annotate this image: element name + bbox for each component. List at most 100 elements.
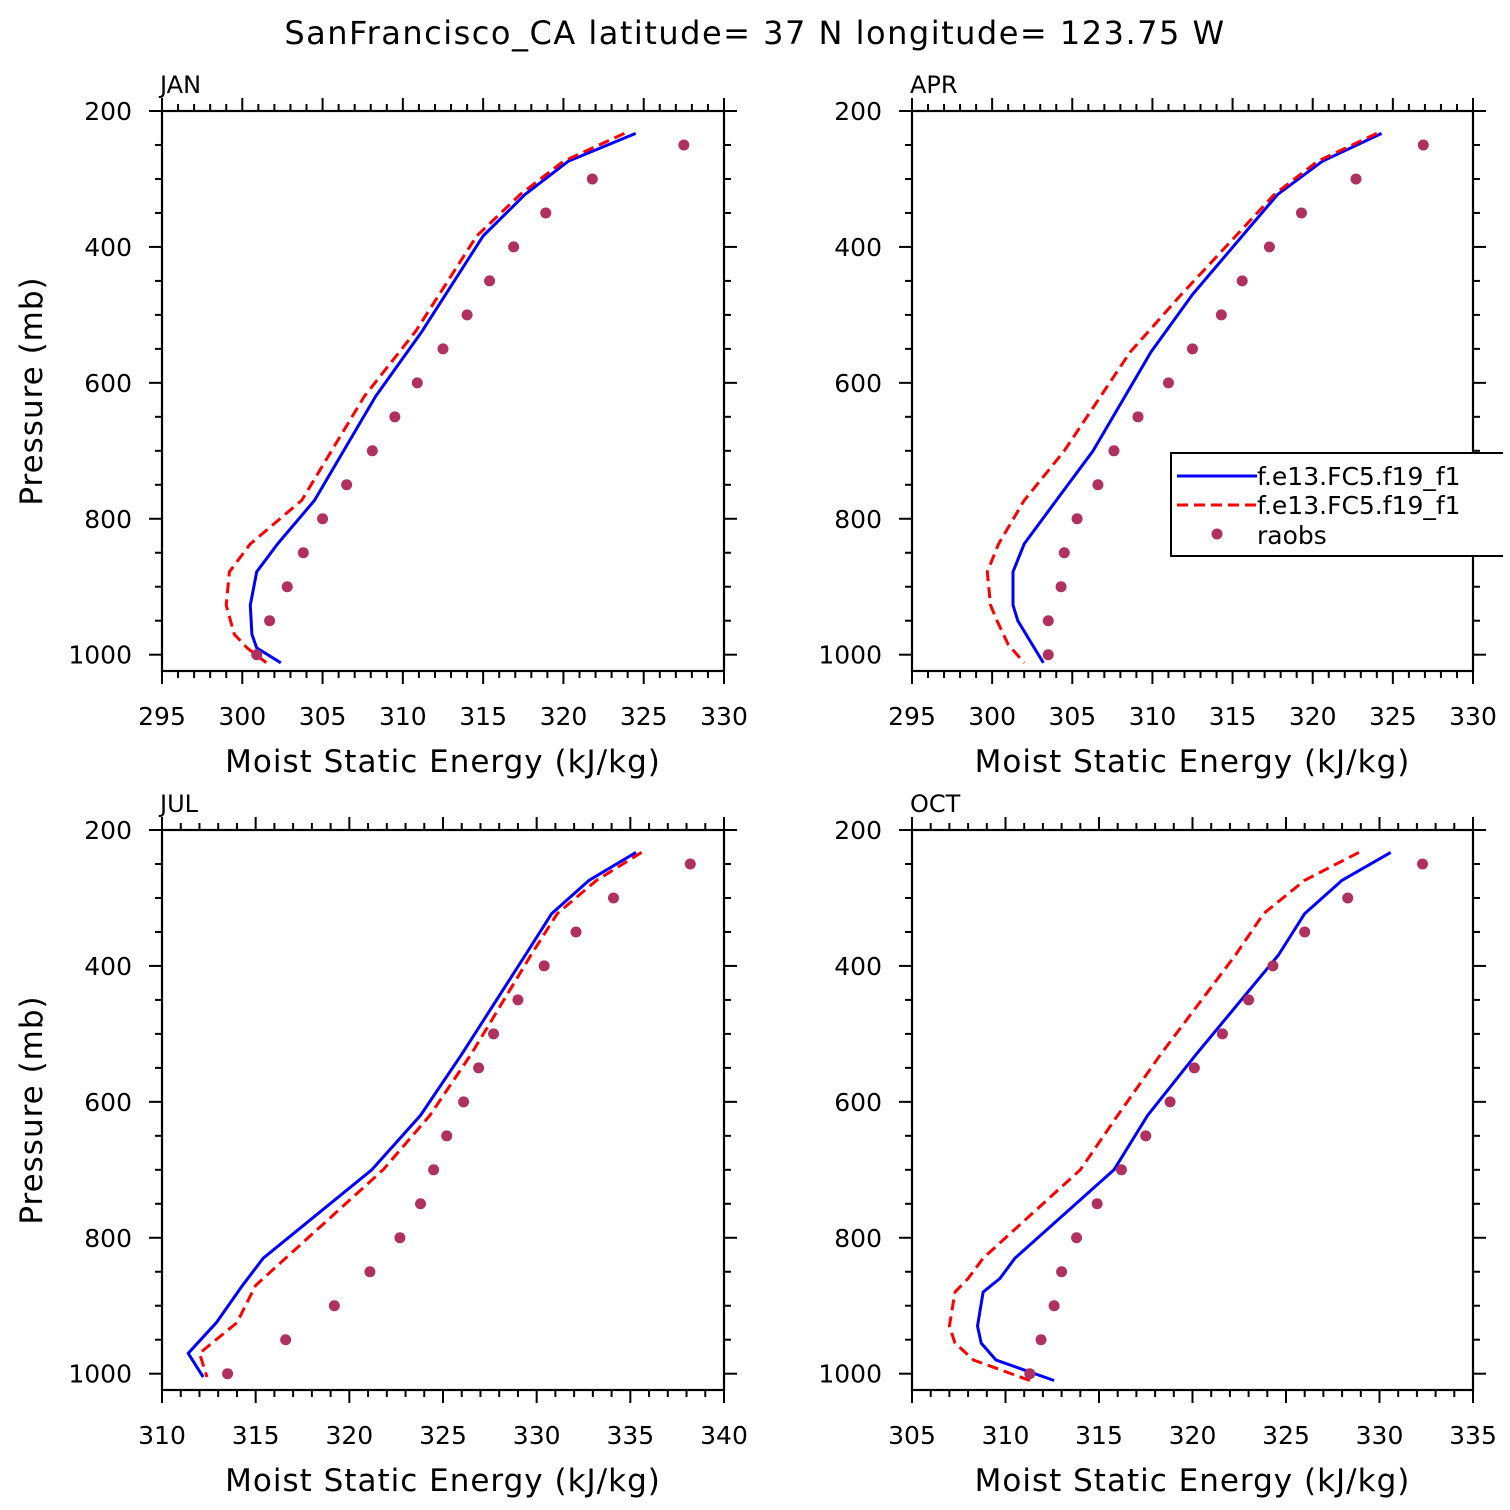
raobs-point — [1055, 581, 1067, 593]
panels: 295 300 305 310 315 320 325 330 200 400 600 800 1000… — [14, 71, 1497, 1499]
y-tick-label: 400 — [84, 952, 132, 981]
y-tick-label: 200 — [834, 816, 882, 845]
raobs-point — [1417, 139, 1429, 151]
raobs-point — [341, 479, 353, 491]
panel-label: JAN — [158, 71, 201, 99]
x-tick-label: 330 — [700, 702, 748, 731]
x-tick-label: 300 — [968, 702, 1016, 731]
plot-data — [947, 851, 1429, 1382]
raobs-point — [1058, 547, 1070, 559]
raobs-point — [1042, 615, 1054, 627]
x-tick-label: 325 — [620, 702, 668, 731]
model2-series-line — [947, 851, 1360, 1382]
y-tick-label: 600 — [84, 1088, 132, 1117]
y-tick-label: 600 — [834, 1088, 882, 1117]
raobs-point — [251, 649, 263, 661]
x-tick-label: 315 — [459, 702, 507, 731]
figure-title: SanFrancisco_CA latitude= 37 N longitude… — [284, 14, 1225, 52]
plot-frame — [910, 109, 1475, 673]
y-tick-label: 200 — [84, 816, 132, 845]
x-axis-label: Moist Static Energy (kJ/kg) — [975, 1463, 1411, 1499]
x-tick-label: 310 — [982, 1421, 1030, 1450]
raobs-point — [538, 960, 550, 972]
raobs-point — [1092, 479, 1104, 491]
x-tick-label: 335 — [606, 1421, 654, 1450]
raobs-point — [1350, 173, 1362, 185]
raobs-point — [280, 1334, 292, 1346]
panel-apr: 295 300 305 310 315 320 325 330 200 400 600 800 1000… — [818, 71, 1496, 780]
raobs-point — [1295, 207, 1307, 219]
y-tick-label: 200 — [834, 97, 882, 126]
y-tick-label: 400 — [84, 233, 132, 262]
panel-jan: 295 300 305 310 315 320 325 330 200 400 600 800 1000… — [14, 71, 748, 780]
raobs-point — [678, 139, 690, 151]
x-tick-label: 295 — [888, 702, 936, 731]
raobs-point — [415, 1198, 427, 1210]
raobs-point — [1091, 1198, 1103, 1210]
y-axis-label: Pressure (mb) — [14, 276, 50, 505]
model2-series-line — [198, 851, 643, 1378]
raobs-point — [684, 858, 696, 870]
raobs-point — [1263, 241, 1275, 253]
raobs-point — [473, 1062, 485, 1074]
raobs-point — [366, 445, 378, 457]
raobs-point — [328, 1300, 340, 1312]
raobs-point — [1042, 649, 1054, 661]
x-axis-label: Moist Static Energy (kJ/kg) — [225, 744, 661, 780]
raobs-point — [1071, 513, 1083, 525]
raobs-point — [540, 207, 552, 219]
x-tick-label: 340 — [700, 1421, 748, 1450]
raobs-point — [1115, 1164, 1127, 1176]
x-tick-label: 335 — [1449, 1421, 1497, 1450]
panel-label: JUL — [158, 790, 199, 818]
model1-series-line — [976, 851, 1392, 1382]
raobs-point — [441, 1130, 453, 1142]
raobs-point — [1071, 1232, 1083, 1244]
x-tick-label: 315 — [1209, 702, 1257, 731]
legend-entry: f.e13.FC5.f19_f1 — [1257, 462, 1461, 491]
model1-series-line — [186, 851, 637, 1378]
raobs-point — [1417, 858, 1429, 870]
panel-jul: 310 315 320 325 330 335 340 200 400 600 800 1000 Moi… — [14, 790, 748, 1499]
raobs-point — [1048, 1300, 1060, 1312]
model2-series-line — [224, 132, 626, 664]
legend-raobs-swatch — [1211, 528, 1223, 540]
raobs-point — [1024, 1368, 1036, 1380]
y-tick-label: 400 — [834, 952, 882, 981]
raobs-point — [508, 241, 520, 253]
y-tick-label: 800 — [84, 1224, 132, 1253]
x-tick-label: 325 — [1369, 702, 1417, 731]
raobs-point — [394, 1232, 406, 1244]
legend-box — [1170, 452, 1503, 557]
raobs-point — [389, 411, 401, 423]
raobs-point — [1267, 960, 1279, 972]
x-axis-label: Moist Static Energy (kJ/kg) — [975, 744, 1411, 780]
x-tick-label: 330 — [1356, 1421, 1404, 1450]
x-axis-label: Moist Static Energy (kJ/kg) — [225, 1463, 661, 1499]
x-tick-label: 310 — [379, 702, 427, 731]
raobs-point — [264, 615, 276, 627]
y-tick-label: 400 — [834, 233, 882, 262]
raobs-point — [1164, 1096, 1176, 1108]
y-tick-label: 800 — [834, 1224, 882, 1253]
raobs-point — [1188, 1062, 1200, 1074]
y-tick-label: 1000 — [818, 1360, 882, 1389]
model1-series-line — [1011, 132, 1383, 664]
raobs-point — [1236, 275, 1248, 287]
raobs-point — [222, 1368, 234, 1380]
x-tick-label: 310 — [1129, 702, 1177, 731]
raobs-point — [458, 1096, 470, 1108]
x-tick-label: 300 — [218, 702, 266, 731]
raobs-point — [317, 513, 329, 525]
x-tick-label: 295 — [138, 702, 186, 731]
x-tick-label: 320 — [1289, 702, 1337, 731]
raobs-point — [1132, 411, 1144, 423]
plot-frame — [160, 828, 726, 1392]
raobs-point — [437, 343, 449, 355]
raobs-point — [1216, 1028, 1228, 1040]
raobs-point — [1342, 892, 1354, 904]
y-tick-label: 600 — [84, 369, 132, 398]
raobs-point — [461, 309, 473, 321]
